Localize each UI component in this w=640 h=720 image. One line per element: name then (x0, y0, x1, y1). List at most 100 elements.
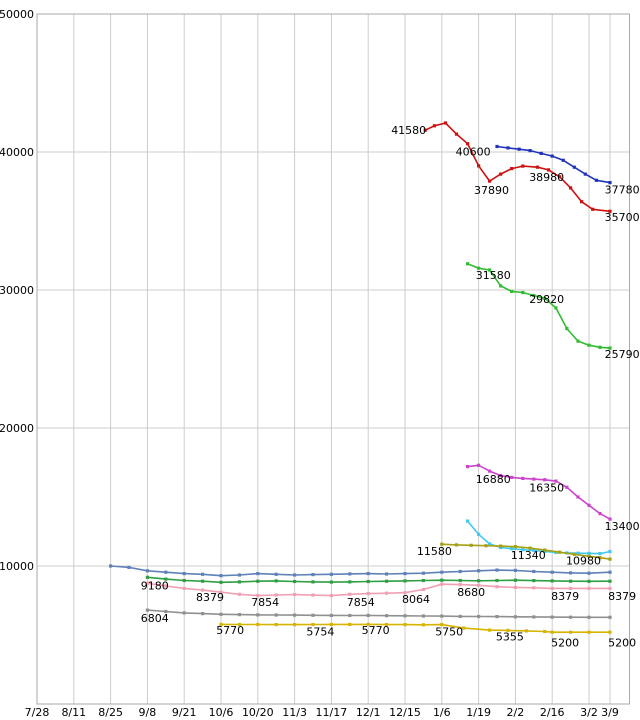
series-point-steel-blue (293, 573, 297, 577)
series-point-gray (311, 613, 315, 617)
series-point-pink (403, 591, 407, 595)
series-point-green (521, 290, 525, 295)
series-point-gray (256, 613, 260, 617)
series-point-steel-blue (513, 568, 517, 572)
series-point-cyan (532, 548, 536, 553)
series-point-red (580, 200, 584, 204)
series-point-olive (513, 545, 517, 549)
series-point-green (477, 266, 481, 270)
series-point-steel-blue (256, 572, 260, 576)
series-point-gray (550, 615, 554, 619)
series-point-gold (403, 623, 407, 627)
series-point-steel-blue (569, 571, 573, 575)
series-point-pink (201, 588, 205, 592)
series-point-red (558, 175, 562, 179)
series-point-gray (569, 615, 573, 619)
series-line-magenta (467, 464, 611, 520)
price-label: 41580 (391, 124, 426, 137)
series-point-gray (385, 614, 389, 618)
series-point-steel-blue (550, 570, 554, 574)
series-point-magenta (587, 503, 591, 507)
series-point-pink (440, 582, 444, 586)
series-point-green (543, 296, 547, 300)
series-point-dark-green (366, 579, 370, 584)
series-point-gold (219, 622, 223, 626)
series-point-gray (182, 611, 186, 615)
series-point-gray (164, 609, 168, 614)
series-point-pink (458, 583, 462, 587)
series-point-navy (561, 158, 565, 162)
series-point-dark-green (256, 579, 260, 583)
series-point-olive (484, 544, 488, 548)
x-tick-label: 8/25 (98, 706, 123, 719)
series-point-green (488, 268, 492, 272)
series-point-steel-blue (329, 572, 333, 576)
series-point-navy (539, 151, 543, 155)
price-label: 35700 (605, 211, 640, 224)
series-point-pink (513, 585, 517, 589)
series-point-gold (506, 628, 510, 632)
series-point-magenta (466, 465, 470, 469)
series-point-magenta (576, 495, 580, 499)
series-point-red (521, 164, 525, 168)
y-tick-label: 10000 (0, 560, 34, 573)
x-tick-label: 8/11 (61, 706, 86, 719)
series-point-dark-green (164, 577, 168, 581)
series-point-red (608, 209, 612, 213)
price-label: 5754 (306, 626, 334, 639)
series-point-green (598, 345, 602, 349)
series-point-gold (348, 622, 352, 626)
series-point-gray (513, 615, 517, 619)
series-point-red (432, 124, 436, 128)
series-point-gold (550, 630, 554, 634)
price-label: 37780 (605, 183, 640, 196)
series-point-gray (495, 615, 499, 619)
series-point-gray (274, 613, 278, 617)
series-point-pink (532, 586, 536, 590)
series-point-gray (219, 612, 223, 616)
series-line-dark-green (147, 576, 611, 584)
series-point-steel-blue (458, 569, 462, 574)
price-label: 38980 (529, 171, 564, 184)
series-point-pink (219, 590, 223, 594)
series-point-cyan (554, 550, 558, 555)
series-point-green (587, 343, 591, 347)
series-point-navy (550, 154, 554, 158)
series-line-pink (147, 582, 610, 597)
series-point-cyan (608, 549, 612, 554)
series-line-gray (147, 609, 610, 619)
series-point-gray (293, 613, 297, 617)
series-point-pink (587, 586, 591, 590)
price-label: 13400 (605, 520, 640, 533)
series-point-red (454, 132, 459, 136)
series-point-pink (164, 584, 168, 588)
series-point-navy (572, 165, 576, 169)
series-point-pink (237, 592, 241, 596)
series-point-gray (532, 615, 536, 619)
series-point-steel-blue (421, 571, 425, 575)
series-point-green (576, 339, 580, 343)
series-point-gray (440, 614, 444, 618)
series-point-gold (256, 622, 260, 627)
price-label: 16880 (476, 473, 511, 486)
series-point-dark-green (569, 579, 573, 583)
x-tick-label: 11/17 (316, 706, 348, 719)
series-point-pink (477, 583, 481, 587)
price-label: 8379 (196, 591, 224, 604)
series-point-dark-green (201, 579, 205, 583)
series-point-olive (558, 550, 562, 554)
series-point-magenta (565, 485, 569, 489)
series-point-green (565, 327, 569, 331)
y-tick-label: 40000 (0, 146, 34, 159)
series-point-cyan (488, 542, 492, 546)
x-tick-label: 12/15 (389, 706, 421, 719)
x-tick-label: 1/6 (433, 706, 451, 719)
x-tick-label: 10/6 (209, 706, 234, 719)
series-point-red (477, 164, 481, 168)
series-line-steel-blue (110, 565, 611, 577)
series-point-olive (608, 557, 612, 561)
series-point-dark-green (274, 579, 278, 583)
series-point-steel-blue (477, 569, 481, 573)
